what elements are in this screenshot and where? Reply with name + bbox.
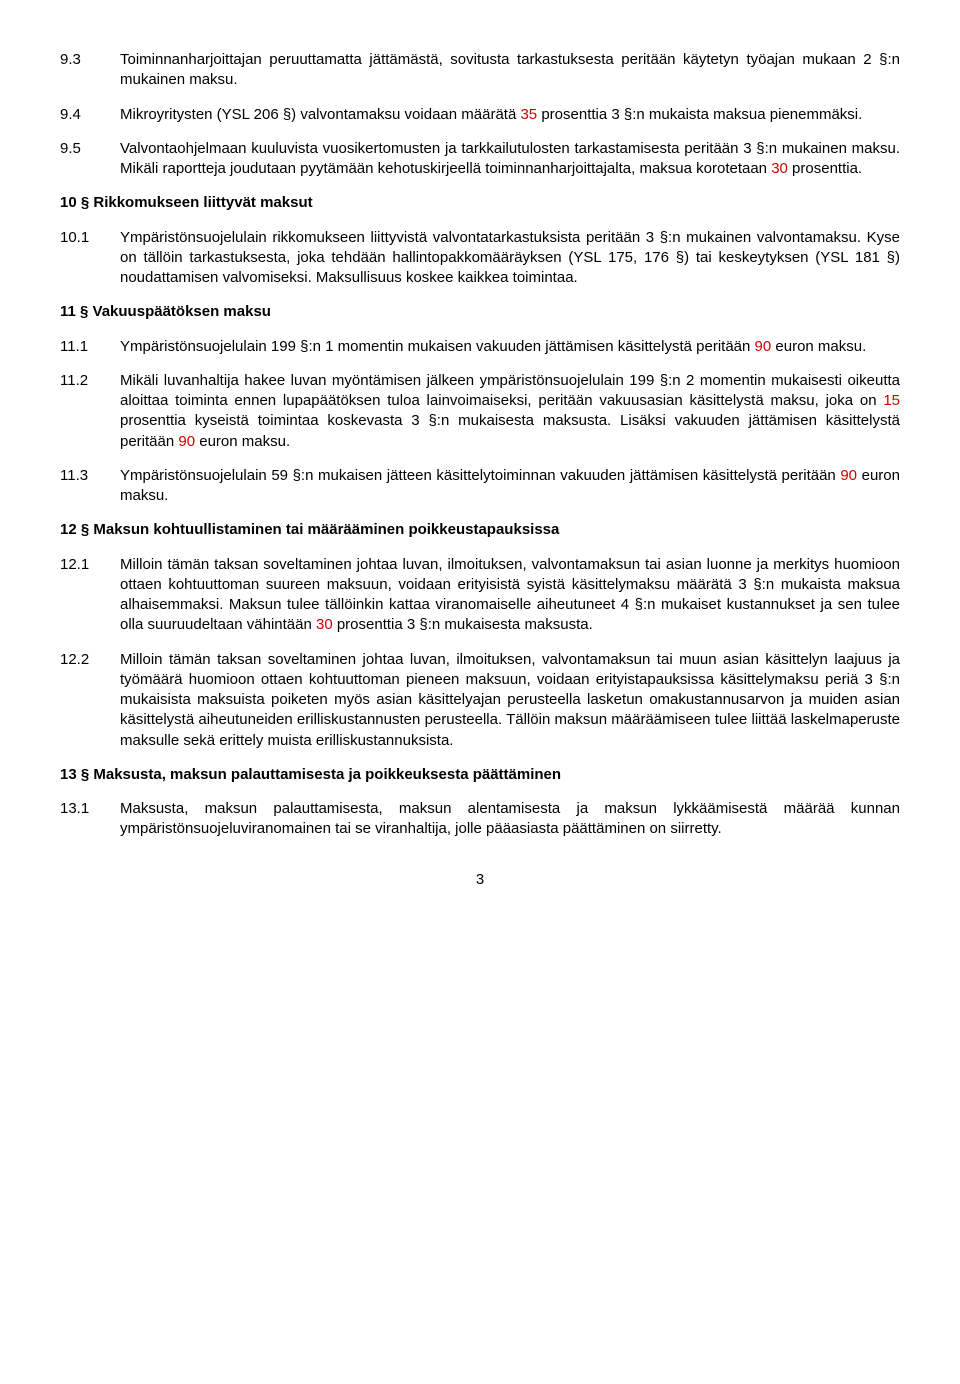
text-run: Mikroyritysten (YSL 206 §) valvontamaksu… [120, 106, 520, 123]
text-run: prosenttia 3 §:n mukaista maksua pienemm… [537, 106, 862, 123]
paragraph: 9.5Valvontaohjelmaan kuuluvista vuosiker… [60, 139, 900, 180]
paragraph: 12.2Milloin tämän taksan soveltaminen jo… [60, 650, 900, 751]
highlighted-value: 30 [316, 616, 333, 633]
paragraph-number: 10.1 [60, 228, 120, 289]
paragraph: 11.3Ympäristönsuojelulain 59 §:n mukaise… [60, 466, 900, 507]
paragraph: 11.2Mikäli luvanhaltija hakee luvan myön… [60, 371, 900, 452]
paragraph-number: 11.1 [60, 337, 120, 357]
highlighted-value: 35 [520, 106, 537, 123]
paragraph-number: 11.2 [60, 371, 120, 452]
paragraph-text: Maksusta, maksun palauttamisesta, maksun… [120, 799, 900, 840]
paragraph: 9.4Mikroyritysten (YSL 206 §) valvontama… [60, 105, 900, 125]
section-heading: 13 § Maksusta, maksun palauttamisesta ja… [60, 765, 900, 785]
text-run: Milloin tämän taksan soveltaminen johtaa… [120, 651, 900, 749]
text-run: euron maksu. [195, 433, 290, 450]
text-run: Toiminnanharjoittajan peruuttamatta jätt… [120, 51, 900, 88]
paragraph-text: Milloin tämän taksan soveltaminen johtaa… [120, 650, 900, 751]
document-body: 9.3Toiminnanharjoittajan peruuttamatta j… [60, 50, 900, 840]
paragraph: 11.1Ympäristönsuojelulain 199 §:n 1 mome… [60, 337, 900, 357]
section-heading: 10 § Rikkomukseen liittyvät maksut [60, 193, 900, 213]
paragraph-text: Mikroyritysten (YSL 206 §) valvontamaksu… [120, 105, 900, 125]
section-heading: 11 § Vakuuspäätöksen maksu [60, 302, 900, 322]
highlighted-value: 90 [840, 467, 857, 484]
page-number: 3 [60, 870, 900, 890]
text-run: Ympäristönsuojelulain 199 §:n 1 momentin… [120, 338, 755, 355]
text-run: Maksusta, maksun palauttamisesta, maksun… [120, 800, 900, 837]
paragraph-number: 9.3 [60, 50, 120, 91]
text-run: prosenttia 3 §:n mukaisesta maksusta. [333, 616, 593, 633]
paragraph-number: 9.5 [60, 139, 120, 180]
paragraph: 13.1Maksusta, maksun palauttamisesta, ma… [60, 799, 900, 840]
highlighted-value: 90 [755, 338, 772, 355]
text-run: prosenttia. [788, 160, 862, 177]
paragraph-number: 12.2 [60, 650, 120, 751]
text-run: Mikäli luvanhaltija hakee luvan myöntämi… [120, 372, 900, 409]
paragraph-number: 13.1 [60, 799, 120, 840]
paragraph-number: 11.3 [60, 466, 120, 507]
paragraph-text: Ympäristönsuojelulain 59 §:n mukaisen jä… [120, 466, 900, 507]
highlighted-value: 30 [771, 160, 788, 177]
section-heading: 12 § Maksun kohtuullistaminen tai määrää… [60, 520, 900, 540]
paragraph-number: 12.1 [60, 555, 120, 636]
paragraph-text: Ympäristönsuojelulain rikkomukseen liitt… [120, 228, 900, 289]
highlighted-value: 90 [178, 433, 195, 450]
text-run: Ympäristönsuojelulain rikkomukseen liitt… [120, 229, 900, 287]
highlighted-value: 15 [883, 392, 900, 409]
paragraph: 9.3Toiminnanharjoittajan peruuttamatta j… [60, 50, 900, 91]
paragraph: 12.1Milloin tämän taksan soveltaminen jo… [60, 555, 900, 636]
paragraph-text: Valvontaohjelmaan kuuluvista vuosikertom… [120, 139, 900, 180]
paragraph-text: Milloin tämän taksan soveltaminen johtaa… [120, 555, 900, 636]
paragraph: 10.1Ympäristönsuojelulain rikkomukseen l… [60, 228, 900, 289]
paragraph-text: Ympäristönsuojelulain 199 §:n 1 momentin… [120, 337, 900, 357]
paragraph-number: 9.4 [60, 105, 120, 125]
paragraph-text: Mikäli luvanhaltija hakee luvan myöntämi… [120, 371, 900, 452]
text-run: Ympäristönsuojelulain 59 §:n mukaisen jä… [120, 467, 840, 484]
text-run: euron maksu. [771, 338, 866, 355]
paragraph-text: Toiminnanharjoittajan peruuttamatta jätt… [120, 50, 900, 91]
